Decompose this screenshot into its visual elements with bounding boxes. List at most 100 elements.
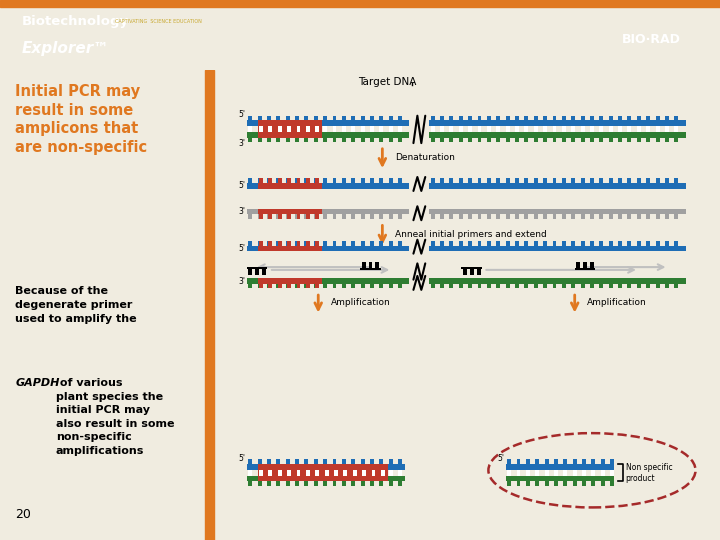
Bar xyxy=(325,470,328,476)
Bar xyxy=(370,126,374,132)
Bar xyxy=(535,460,539,464)
Bar xyxy=(323,178,327,183)
Bar xyxy=(534,284,538,288)
Text: of various
plant species the
initial PCR may
also result in some
non-specific
am: of various plant species the initial PCR… xyxy=(56,378,174,456)
Bar xyxy=(351,126,355,132)
Bar xyxy=(248,138,252,142)
Bar xyxy=(314,460,318,464)
Bar xyxy=(675,241,678,246)
Bar xyxy=(361,284,364,288)
Bar xyxy=(627,126,631,132)
Bar xyxy=(429,120,685,126)
Bar xyxy=(389,138,392,142)
Bar xyxy=(389,284,392,288)
Bar xyxy=(459,284,463,288)
Text: 5': 5' xyxy=(238,454,246,463)
Bar xyxy=(247,208,410,214)
Bar xyxy=(398,470,402,476)
Bar xyxy=(563,470,567,476)
Bar xyxy=(287,214,291,219)
Bar xyxy=(323,126,327,132)
Bar xyxy=(608,116,613,120)
Bar xyxy=(258,284,261,288)
Bar xyxy=(534,116,538,120)
Text: Target DNA: Target DNA xyxy=(358,77,416,87)
Bar xyxy=(462,267,482,269)
Bar xyxy=(611,460,614,464)
Bar xyxy=(524,214,528,219)
Bar xyxy=(656,138,660,142)
Bar xyxy=(487,284,491,288)
Bar xyxy=(286,481,289,486)
Bar xyxy=(571,214,575,219)
Bar xyxy=(379,481,383,486)
Bar xyxy=(398,126,402,132)
Bar xyxy=(276,178,280,183)
Bar xyxy=(431,214,435,219)
Bar xyxy=(590,178,594,183)
Bar xyxy=(287,126,291,132)
Bar xyxy=(618,214,622,219)
Bar xyxy=(515,284,519,288)
Bar xyxy=(505,284,510,288)
Bar xyxy=(627,284,631,288)
Bar xyxy=(314,470,318,476)
Bar xyxy=(306,178,310,183)
Bar xyxy=(440,126,444,132)
Bar xyxy=(398,214,402,219)
Bar xyxy=(656,178,660,183)
Bar xyxy=(314,116,318,120)
Bar xyxy=(305,470,308,476)
Bar xyxy=(627,178,631,183)
Bar xyxy=(295,481,299,486)
Bar xyxy=(675,116,678,120)
Bar xyxy=(259,178,263,183)
Bar xyxy=(286,241,289,246)
Bar xyxy=(459,126,463,132)
Bar xyxy=(295,138,299,142)
Bar xyxy=(248,460,252,464)
Bar xyxy=(524,178,528,183)
Bar xyxy=(599,138,603,142)
Bar xyxy=(333,481,336,486)
Bar xyxy=(440,116,444,120)
Bar xyxy=(580,126,585,132)
Bar xyxy=(306,214,310,219)
Bar xyxy=(637,116,641,120)
Bar xyxy=(314,138,318,142)
Bar xyxy=(258,241,261,246)
Bar xyxy=(449,178,454,183)
Bar xyxy=(554,460,558,464)
Bar xyxy=(259,126,263,132)
Bar xyxy=(269,214,272,219)
Bar xyxy=(295,284,299,288)
Bar xyxy=(562,214,566,219)
Bar xyxy=(389,214,392,219)
Bar xyxy=(608,126,613,132)
Bar xyxy=(379,214,383,219)
Bar xyxy=(333,241,336,246)
Bar xyxy=(315,470,319,476)
Bar xyxy=(656,284,660,288)
Bar xyxy=(535,481,539,486)
Bar xyxy=(647,126,650,132)
Bar xyxy=(0,0,720,7)
Bar xyxy=(278,126,282,132)
Bar xyxy=(315,126,319,132)
Bar xyxy=(398,481,402,486)
Bar xyxy=(582,481,586,486)
Bar xyxy=(505,138,510,142)
Text: 5': 5' xyxy=(498,454,504,463)
Bar xyxy=(601,460,605,464)
Bar xyxy=(286,214,289,219)
Bar xyxy=(262,269,266,274)
Bar xyxy=(389,470,392,476)
Bar xyxy=(440,241,444,246)
Bar xyxy=(665,178,669,183)
Bar xyxy=(398,178,402,183)
Bar xyxy=(314,126,318,132)
Bar xyxy=(267,116,271,120)
Bar xyxy=(534,214,538,219)
Bar xyxy=(297,284,300,288)
Bar xyxy=(295,241,299,246)
